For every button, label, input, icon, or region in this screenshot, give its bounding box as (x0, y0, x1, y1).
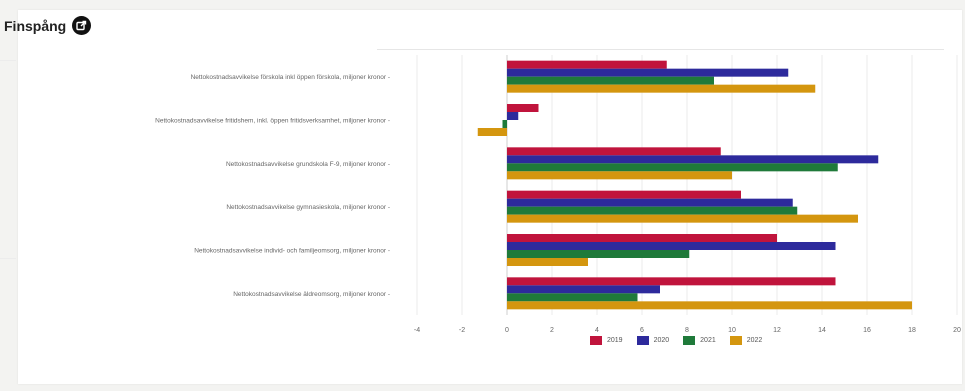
bar-2022 (507, 214, 858, 223)
category-label: Nettokostnadsavvikelse fritidshem, inkl.… (155, 118, 390, 125)
x-tick-label: 12 (773, 327, 781, 334)
category-label: Nettokostnadsavvikelse gymnasieskola, mi… (226, 204, 390, 211)
bar-2020 (507, 242, 836, 250)
bar-2019 (507, 104, 539, 112)
bar-2020 (507, 112, 519, 120)
x-tick-label: 20 (953, 327, 961, 334)
divider (0, 258, 16, 259)
bar-2019 (507, 190, 741, 199)
bar-2022 (507, 258, 588, 266)
bar-2022 (507, 84, 816, 93)
x-tick-label: 8 (685, 327, 689, 334)
category-label: Nettokostnadsavvikelse äldreomsorg, milj… (233, 291, 390, 298)
bar-2021 (507, 250, 690, 258)
bar-2022 (507, 171, 732, 180)
legend-item[interactable]: 2020 (636, 336, 670, 345)
external-link-icon[interactable] (72, 16, 92, 35)
legend-label: 2019 (607, 337, 623, 344)
chart-top-border (377, 49, 944, 50)
chart-header: Finspång (4, 16, 92, 35)
legend-swatch (590, 336, 602, 345)
chart-legend: 2019 2020 2021 2022 (590, 336, 762, 345)
legend-label: 2021 (700, 337, 716, 344)
bar-2022 (477, 128, 507, 136)
bar-2021 (502, 120, 507, 128)
x-tick-label: 2 (550, 327, 554, 334)
bar-2022 (507, 301, 912, 310)
bar-2020 (507, 198, 793, 207)
x-tick-label: 4 (595, 327, 599, 334)
legend-item[interactable]: 2019 (590, 336, 623, 345)
category-label: Nettokostnadsavvikelse grundskola F-9, m… (226, 161, 390, 168)
legend-item[interactable]: 2022 (729, 336, 763, 345)
category-label: Nettokostnadsavvikelse individ- och fami… (194, 248, 390, 255)
bar-2019 (507, 234, 777, 242)
x-tick-label: 0 (505, 327, 509, 334)
x-tick-label: 18 (908, 327, 916, 334)
chart-title: Finspång (4, 17, 67, 34)
x-tick-label: -4 (414, 327, 420, 334)
bar-2021 (507, 293, 638, 302)
x-tick-label: 6 (640, 327, 644, 334)
bar-2021 (507, 206, 798, 215)
legend-item[interactable]: 2021 (683, 336, 716, 345)
bar-2021 (507, 163, 838, 172)
bar-2020 (507, 285, 660, 294)
bar-2019 (507, 147, 721, 156)
legend-swatch (636, 336, 649, 345)
legend-label: 2022 (746, 337, 763, 344)
bar-2020 (507, 155, 879, 164)
divider (0, 60, 16, 61)
legend-label: 2020 (653, 337, 670, 344)
chart-card (18, 10, 962, 384)
x-tick-label: -2 (459, 327, 465, 334)
category-label: Nettokostnadsavvikelse förskola inkl öpp… (191, 74, 390, 81)
legend-swatch (729, 336, 742, 345)
legend-swatch (683, 336, 696, 345)
bar-2021 (507, 76, 714, 85)
x-tick-label: 14 (818, 327, 826, 334)
bar-2020 (507, 68, 789, 77)
x-tick-label: 10 (728, 327, 736, 334)
x-tick-label: 16 (863, 327, 871, 334)
bar-2019 (507, 277, 836, 286)
bar-2019 (507, 60, 667, 69)
